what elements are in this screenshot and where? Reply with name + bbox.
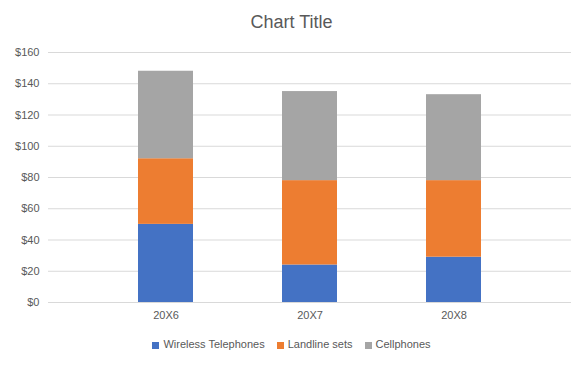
html-text:Wireless Telephones: Wireless Telephones — [163, 338, 265, 350]
svg-text:$100: $100 — [15, 140, 39, 152]
svg-text:20X6: 20X6 — [153, 309, 179, 321]
svg-text:$160: $160 — [15, 46, 39, 58]
svg-text:$140: $140 — [15, 77, 39, 89]
svg-text:$40: $40 — [21, 234, 39, 246]
svg-text:$120: $120 — [15, 109, 39, 121]
svg-text:$60: $60 — [21, 202, 39, 214]
svg-text:$0: $0 — [27, 296, 39, 308]
svg-text:$80: $80 — [21, 171, 39, 183]
html-text:Cellphones: Cellphones — [375, 338, 431, 350]
svg-text:20X8: 20X8 — [441, 309, 467, 321]
html-text:Landline sets: Landline sets — [287, 338, 353, 350]
svg-text:$20: $20 — [21, 265, 39, 277]
html-text:Chart Title: Chart Title — [250, 12, 333, 32]
svg-text:20X7: 20X7 — [297, 309, 323, 321]
